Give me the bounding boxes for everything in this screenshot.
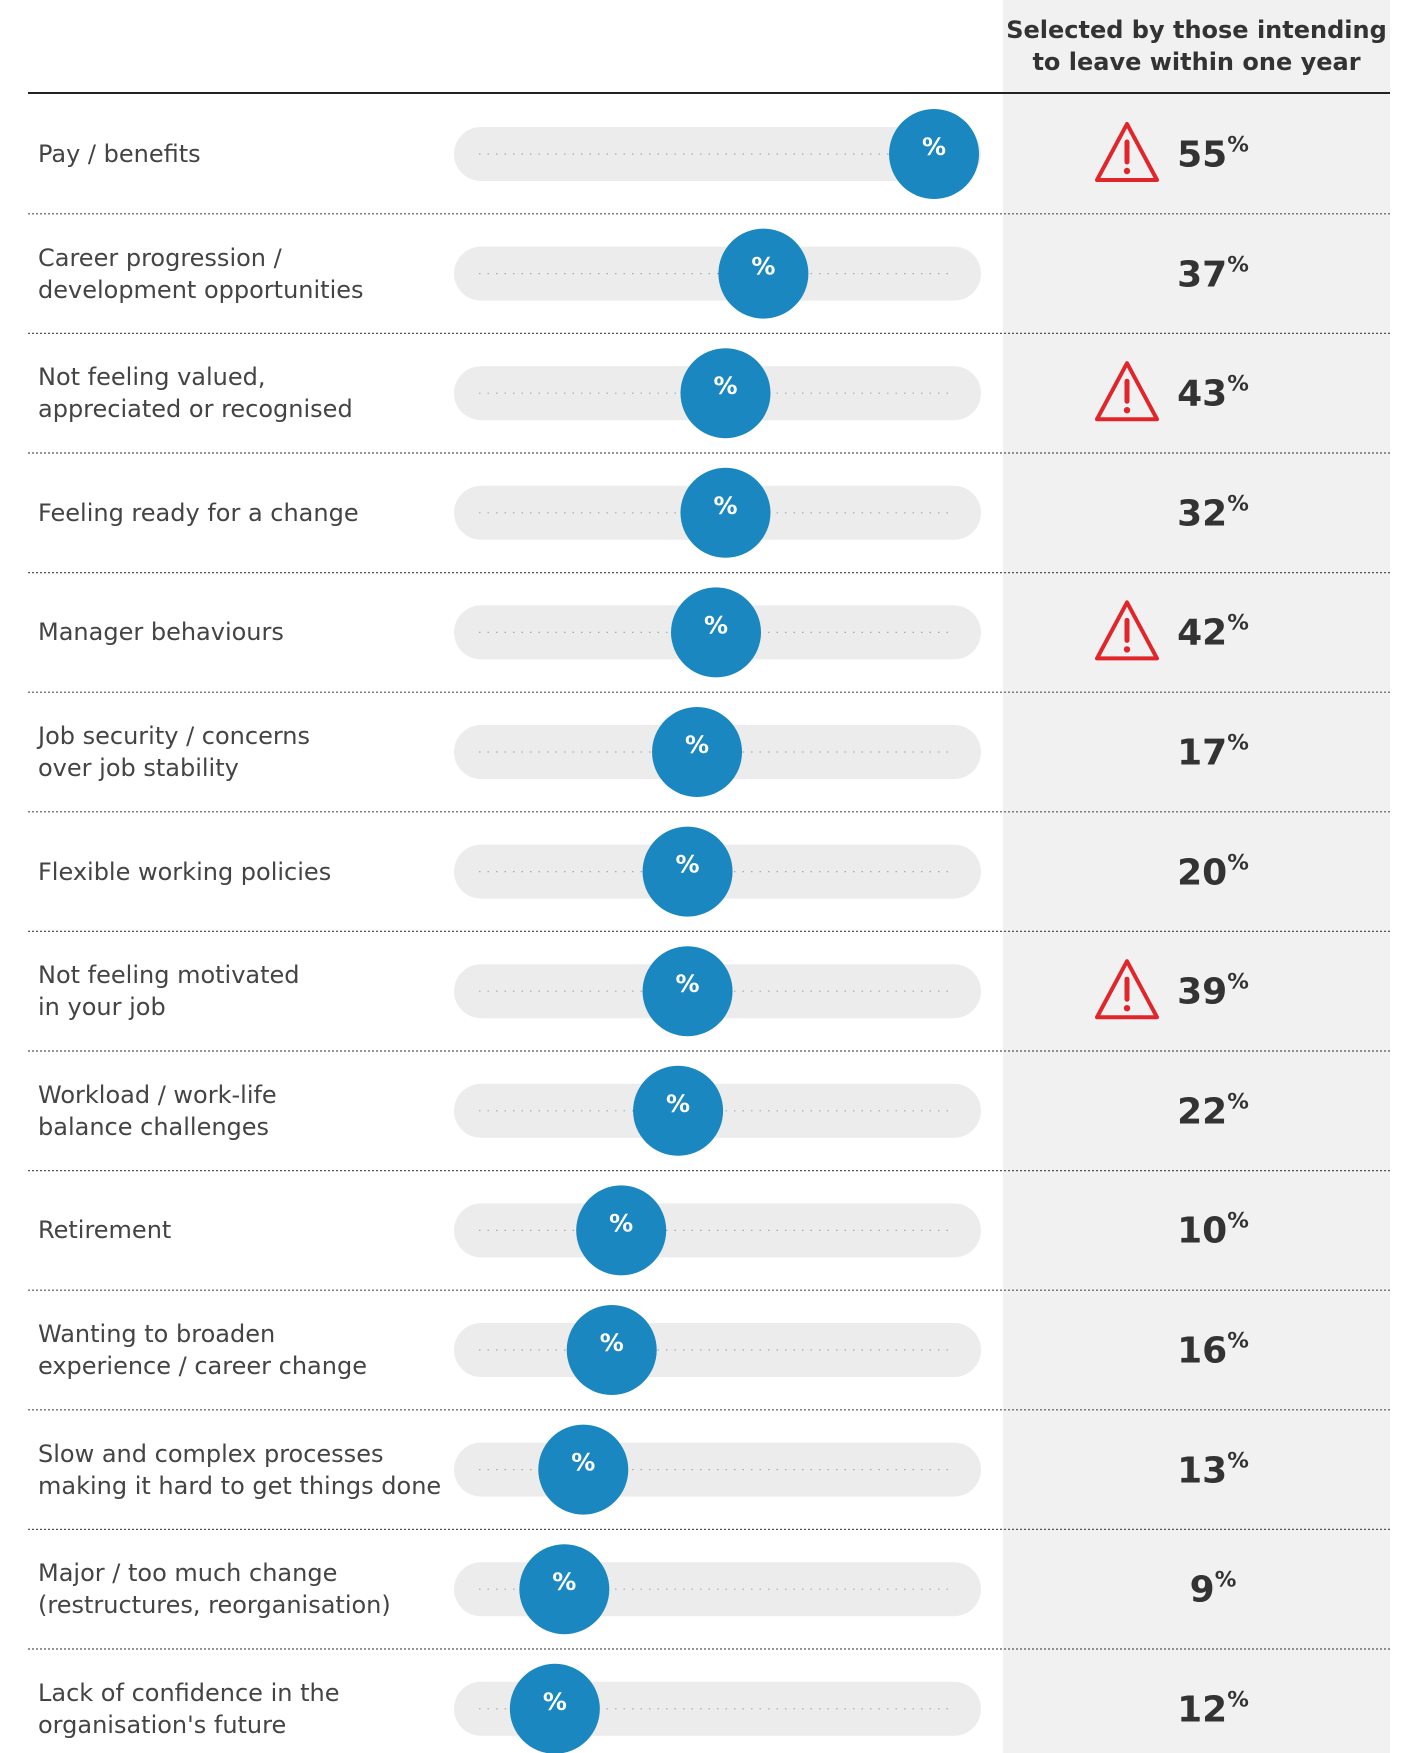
bubble <box>538 1424 629 1515</box>
bubble-label: 26% <box>713 372 737 400</box>
warning-triangle <box>1095 600 1159 661</box>
bubble-label: 11% <box>571 1449 595 1477</box>
warning-dot <box>1123 167 1131 175</box>
category-label: Retirement <box>38 1216 172 1245</box>
warning-dot <box>1123 1005 1131 1012</box>
right-value: 37% <box>1177 252 1249 296</box>
right-value: 22% <box>1177 1089 1249 1133</box>
warning-dot <box>1123 407 1131 414</box>
column-header: Selected by those intending to leave wit… <box>1006 16 1387 76</box>
bubble <box>889 109 980 199</box>
right-value: 12% <box>1177 1687 1249 1731</box>
bubble <box>633 1065 724 1156</box>
bubble-label: 23% <box>685 731 709 759</box>
bubble-label: 15% <box>609 1209 633 1237</box>
bubble-label: 25% <box>704 611 728 639</box>
right-value: 42% <box>1177 610 1249 654</box>
bubble <box>680 467 771 558</box>
category-label: Feeling ready for a change <box>38 498 359 527</box>
category-label: Not feeling valued, appreciated or recog… <box>38 363 353 424</box>
right-value: 17% <box>1177 730 1249 774</box>
bubble <box>671 587 761 678</box>
right-value: 9% <box>1189 1567 1237 1611</box>
category-label: Manager behaviours <box>38 618 284 647</box>
category-label: Career progression / development opportu… <box>38 243 364 304</box>
right-value: 20% <box>1177 850 1249 894</box>
right-value: 32% <box>1177 491 1249 535</box>
warning-icon <box>1095 600 1159 661</box>
right-value: 10% <box>1177 1208 1249 1252</box>
bubble <box>509 1663 600 1753</box>
category-label: Wanting to broaden experience / career c… <box>38 1320 367 1380</box>
right-value: 55% <box>1177 132 1249 176</box>
bubble <box>680 348 771 439</box>
category-label: Pay / benefits <box>38 140 201 168</box>
warning-triangle <box>1095 361 1159 422</box>
bubble <box>566 1305 657 1395</box>
warning-triangle <box>1095 122 1159 182</box>
warning-icon <box>1095 122 1159 182</box>
bubble-label: 48% <box>922 133 946 161</box>
bubble-label: 14% <box>600 1329 624 1357</box>
bubble <box>718 228 809 319</box>
category-label: Workload / work-life balance challenges <box>38 1080 277 1141</box>
bubble-label: 9% <box>552 1568 576 1596</box>
right-value: 39% <box>1177 969 1249 1013</box>
bubble <box>652 707 743 797</box>
bubble <box>576 1185 667 1276</box>
warning-icon <box>1095 959 1159 1020</box>
bubble <box>519 1544 610 1635</box>
right-value: 13% <box>1177 1448 1249 1492</box>
right-value: 43% <box>1177 371 1249 415</box>
bubble-label: 22% <box>676 970 700 998</box>
category-label: Flexible working policies <box>38 857 332 886</box>
category-label: Job security / concerns over job stabili… <box>38 722 311 782</box>
category-label: Major / too much change (restructures, r… <box>38 1559 391 1620</box>
bubble-label: 26% <box>713 492 737 520</box>
bubble-label: 22% <box>676 851 700 879</box>
warning-dot <box>1123 646 1131 653</box>
bubble-label: 21% <box>666 1090 690 1118</box>
right-value: 16% <box>1177 1328 1249 1372</box>
bubble <box>642 826 733 917</box>
highlight-column <box>1003 0 1390 1753</box>
warning-icon <box>1095 361 1159 422</box>
warning-triangle <box>1095 959 1159 1020</box>
bubble-label: 30% <box>751 253 775 281</box>
bubble <box>642 946 733 1037</box>
category-label: Not feeling motivated in your job <box>38 961 300 1022</box>
bubble-label: 8% <box>543 1688 567 1716</box>
category-label: Slow and complex processes making it har… <box>38 1439 442 1500</box>
category-label: Lack of confidence in the organisation's… <box>38 1678 340 1739</box>
